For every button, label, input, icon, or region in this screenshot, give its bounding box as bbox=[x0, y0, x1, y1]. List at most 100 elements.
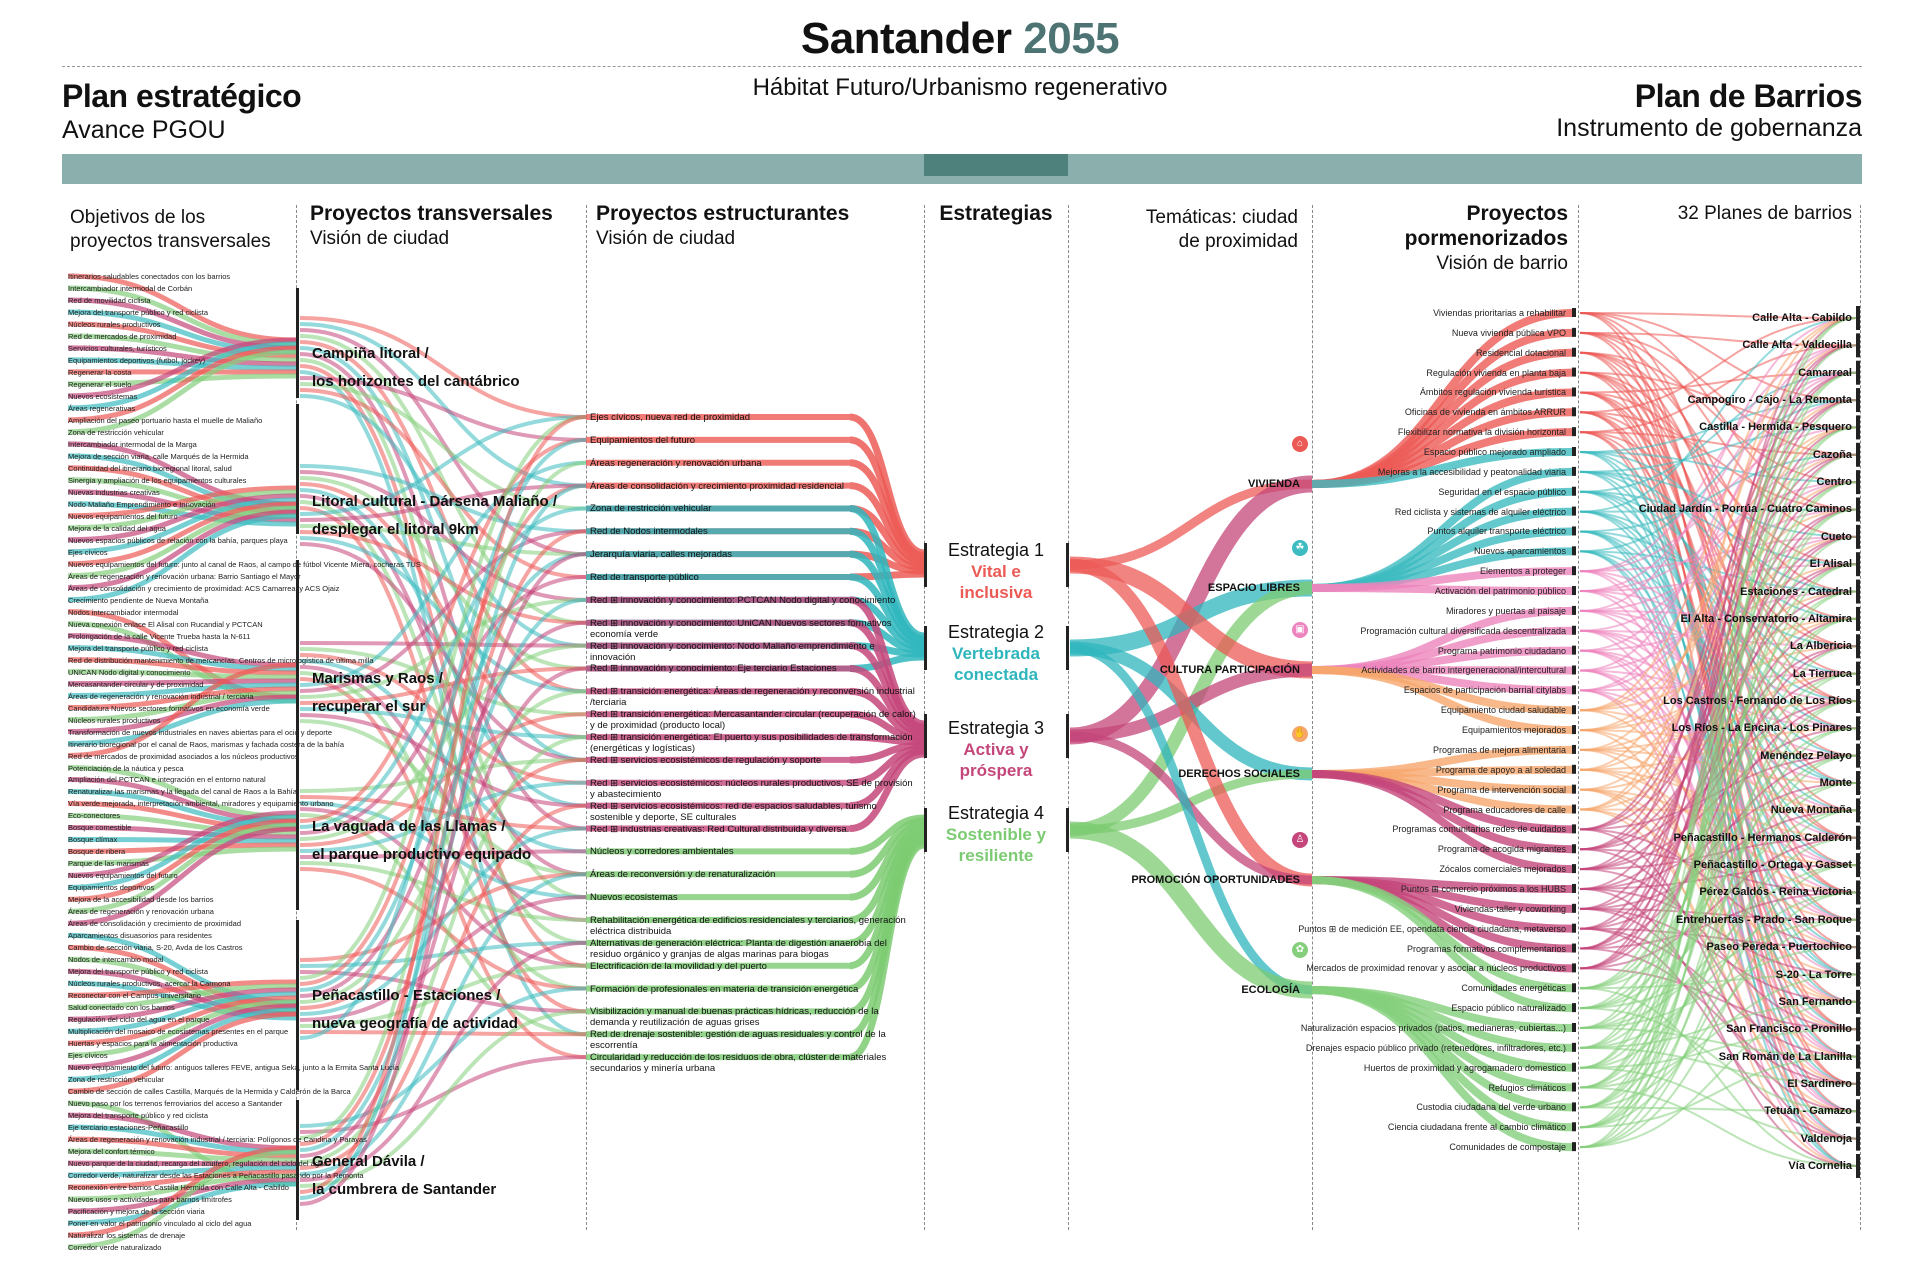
objetivo-label: Huertas y espacios para la alimentación … bbox=[68, 1039, 238, 1049]
tematica-icon: ☘ bbox=[1292, 540, 1308, 556]
subtitle: Hábitat Futuro/Urbanismo regenerativo bbox=[752, 74, 1168, 101]
pormenorizado-label: Puntos alquiler transporte eléctrico bbox=[1427, 526, 1566, 537]
barrio-label: Peñacastillo - Hermanos Calderón bbox=[1673, 831, 1853, 844]
objetivo-ribbon bbox=[67, 669, 297, 680]
objetivo-label: Mejora del confort térmico bbox=[68, 1147, 155, 1157]
objetivo-label: Crecimiento pendiente de Nueva Montaña bbox=[68, 595, 209, 605]
pormenorizado-barrio-ribbon bbox=[1579, 1055, 1857, 1129]
estructurante-label: Red ⊞ transición energética: Mercasantan… bbox=[590, 709, 916, 732]
pormenorizado-barrio-ribbon bbox=[1579, 848, 1857, 894]
transversal-estructurante-ribbon bbox=[299, 666, 587, 705]
objetivo-label: Equipamientos deportivos bbox=[68, 883, 155, 893]
transversal-project: La vaguada de las Llamas / el parque prod… bbox=[312, 813, 531, 869]
barrio-bar bbox=[1856, 470, 1860, 495]
pormenorizado-bar bbox=[1572, 903, 1576, 913]
objetivo-label: Vía verde mejorada, interpretación ambie… bbox=[68, 799, 334, 809]
barrio-bar bbox=[1856, 880, 1860, 905]
pormenorizado-barrio-ribbon bbox=[1579, 617, 1857, 1109]
transversal-estructurante-ribbon bbox=[299, 1030, 587, 1037]
transversal-estructurante-ribbon bbox=[299, 712, 587, 847]
barrio-bar bbox=[1856, 688, 1860, 713]
tematica-label: VIVIENDA bbox=[1248, 478, 1300, 490]
tematica-icon: ✿ bbox=[1292, 942, 1308, 958]
objetivo-label: Cambio de sección viaria, S-20, Avda de … bbox=[68, 943, 243, 953]
objetivo-ribbon bbox=[67, 814, 297, 890]
objetivo-label: Continuidad del itinerario bioregional l… bbox=[68, 463, 232, 473]
tematica-pormenorizado-ribbon bbox=[1311, 986, 1573, 1152]
estrategia-bar-left bbox=[924, 543, 927, 587]
transversal-bar bbox=[296, 560, 299, 760]
objetivo-label: Aparcamientos disuasorios para residente… bbox=[68, 931, 212, 941]
pormenorizado-label: Equipamiento ciudad saludable bbox=[1440, 705, 1566, 716]
pormenorizado-label: Programa de apoyo a al soledad bbox=[1435, 764, 1566, 775]
barrio-bar bbox=[1856, 1044, 1860, 1069]
barrio-bar bbox=[1856, 1154, 1860, 1178]
objetivo-label: Regenerar el suelo bbox=[68, 379, 132, 389]
objetivo-label: Itinerario bioregional por el canal de R… bbox=[68, 739, 344, 749]
transversal-bar bbox=[296, 920, 299, 1090]
pormenorizado-barrio-ribbon bbox=[1579, 453, 1857, 831]
objetivo-ribbon bbox=[67, 818, 297, 902]
barrio-label: San Román de La Llanilla bbox=[1718, 1050, 1852, 1063]
transversal-estructurante-ribbon bbox=[299, 394, 587, 648]
barrio-label: Camarreal bbox=[1798, 366, 1852, 379]
pormenorizado-barrio-ribbon bbox=[1579, 317, 1857, 811]
objetivo-ribbon bbox=[67, 995, 297, 1046]
estructurante-label: Áreas regeneración y renovación urbana bbox=[590, 457, 762, 469]
pormenorizado-bar bbox=[1572, 566, 1576, 576]
objetivo-label: Bosque clímax bbox=[68, 835, 118, 845]
objetivo-label: Nuevos equipamientos del futuro bbox=[68, 511, 178, 521]
transversal-project-line2: recuperar el sur bbox=[312, 698, 426, 715]
pormenorizado-barrio-ribbon bbox=[1579, 768, 1857, 839]
transversal-project-line2: los horizontes del cantábrico bbox=[312, 373, 520, 390]
barrio-label: Calle Alta - Valdecilla bbox=[1742, 339, 1852, 352]
pormenorizado-barrio-ribbon bbox=[1579, 590, 1857, 990]
header-band-marker bbox=[924, 154, 1068, 176]
pormenorizado-bar bbox=[1572, 1042, 1576, 1052]
tematica-icon: ♙ bbox=[1292, 832, 1308, 848]
objetivo-label: Nuevos usos o actividades para barrios l… bbox=[68, 1195, 232, 1205]
pormenorizado-barrio-ribbon bbox=[1579, 907, 1857, 1003]
estructurante-label: Rehabilitación energética de edificios r… bbox=[590, 914, 906, 937]
objetivo-label: Sinergia y ampliación de los equipamient… bbox=[68, 475, 247, 485]
pormenorizado-label: Puntos ⊞ comercio próximos a los HUBS bbox=[1400, 883, 1566, 894]
pormenorizado-bar bbox=[1572, 665, 1576, 675]
transversal-estructurante-ribbon bbox=[299, 536, 587, 694]
barrio-label: San Fernando bbox=[1778, 995, 1852, 1008]
col-tematicas-line2: de proximidad bbox=[1178, 231, 1298, 252]
main-title: Santander 2055 bbox=[0, 14, 1920, 64]
objetivo-ribbon bbox=[67, 513, 297, 603]
barrio-bar bbox=[1856, 1099, 1860, 1124]
pormenorizado-barrio-ribbon bbox=[1579, 891, 1857, 1049]
pormenorizado-bar bbox=[1572, 1142, 1576, 1152]
barrio-label: San Francisco - Pronillo bbox=[1726, 1023, 1852, 1036]
pormenorizado-bar bbox=[1572, 844, 1576, 854]
transversal-project-line2: nueva geografía de actividad bbox=[312, 1015, 518, 1032]
objetivo-label: Bosque comestible bbox=[68, 823, 132, 833]
pormenorizado-label: Ámbitos regulación vivienda turística bbox=[1419, 387, 1566, 398]
pormenorizado-label: Espacio público mejorado ampliado bbox=[1423, 447, 1566, 458]
pormenorizado-bar bbox=[1572, 1062, 1576, 1072]
barrio-label: Calle Alta - Cabildo bbox=[1752, 312, 1852, 324]
pormenorizado-bar bbox=[1572, 1022, 1576, 1032]
pormenorizado-label: Flexibilizar normativa la división horiz… bbox=[1397, 427, 1566, 438]
pormenorizado-bar bbox=[1572, 1003, 1576, 1013]
transversal-estructurante-ribbon bbox=[299, 780, 587, 853]
tematica-icon: ⌂ bbox=[1292, 436, 1308, 452]
objetivo-label: Núcleos rurales productivos, acercar la … bbox=[68, 979, 231, 989]
pormenorizado-barrio-ribbon bbox=[1579, 617, 1857, 1010]
objetivo-label: Pacificación y mejora de la sección viar… bbox=[68, 1207, 205, 1217]
tematica-icon: ▣ bbox=[1292, 622, 1308, 638]
pormenorizado-label: Miradores y puertas al paisaje bbox=[1445, 605, 1566, 616]
pormenorizado-barrio-ribbon bbox=[1579, 808, 1857, 1003]
objetivo-ribbon bbox=[67, 836, 297, 844]
estructurante-label: Red de transporte público bbox=[590, 572, 699, 584]
transversal-estructurante-ribbon bbox=[299, 415, 587, 1194]
objetivo-label: Red de mercados de proximidad bbox=[68, 331, 177, 341]
estructurante-estrategia-ribbon bbox=[849, 550, 925, 646]
barrio-bar bbox=[1856, 388, 1860, 413]
pormenorizado-label: Drenajes espacio público privado (retene… bbox=[1305, 1042, 1566, 1053]
pormenorizado-barrio-ribbon bbox=[1579, 371, 1857, 930]
pormenorizado-barrio-ribbon bbox=[1579, 809, 1857, 1149]
estructurante-estrategia-ribbon bbox=[849, 750, 925, 833]
